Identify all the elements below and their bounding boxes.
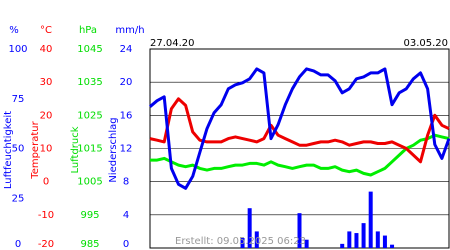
axis-title: Luftfeuchtigkeit (3, 111, 14, 189)
series-line (150, 133, 450, 177)
y-tick-label: 16 (120, 110, 133, 121)
y-tick-label: 40 (40, 44, 53, 55)
y-tick-label: 1035 (77, 77, 102, 88)
y-tick-label: 8 (123, 177, 129, 188)
axis-unit: hPa (79, 25, 97, 36)
y-tick-label: 24 (120, 44, 133, 55)
precipitation-bar (254, 231, 259, 248)
y-tick-label: 100 (8, 44, 27, 55)
precipitation-bar (247, 208, 252, 248)
y-tick-label: 1015 (77, 144, 102, 155)
precipitation-bar (354, 233, 359, 248)
precipitation-bar (304, 239, 309, 248)
precipitation-bar (297, 213, 302, 248)
y-tick-label: 985 (80, 239, 99, 250)
y-tick-label: 75 (12, 94, 25, 105)
y-tick-label: 0 (43, 177, 49, 188)
precipitation-bar (240, 238, 245, 248)
precipitation-bar (340, 243, 345, 248)
axis-title: Luftdruck (70, 126, 81, 173)
precipitation-bar (382, 235, 387, 248)
end-date: 03.05.20 (403, 38, 448, 49)
y-tick-label: 0 (15, 239, 21, 250)
y-tick-label: 50 (12, 144, 25, 155)
axis-unit: mm/h (115, 25, 144, 36)
series-line (149, 67, 450, 190)
axis-unit: °C (40, 25, 52, 36)
y-tick-label: 995 (80, 210, 99, 221)
precipitation-bar (375, 231, 380, 248)
y-tick-label: 30 (40, 77, 53, 88)
y-tick-label: 20 (40, 110, 53, 121)
y-tick-label: 1045 (77, 44, 102, 55)
y-tick-label: -10 (38, 210, 54, 221)
y-tick-label: 4 (123, 210, 129, 221)
y-tick-label: 25 (12, 193, 25, 204)
precipitation-bar (361, 223, 366, 248)
y-tick-label: 20 (120, 77, 133, 88)
precipitation-bar (390, 244, 395, 248)
axis-title: Niederschlag (108, 117, 119, 182)
y-tick-label: 1005 (77, 177, 102, 188)
y-tick-label: 10 (40, 144, 53, 155)
axis-title: Temperatur (30, 120, 41, 179)
y-tick-label: -20 (38, 239, 54, 250)
y-tick-label: 1025 (77, 110, 102, 121)
y-tick-label: 0 (123, 239, 129, 250)
precipitation-bar (368, 191, 373, 248)
series-line (149, 97, 450, 164)
precipitation-bar (347, 231, 352, 248)
axis-unit: % (9, 25, 19, 36)
start-date: 27.04.20 (150, 38, 195, 49)
y-tick-label: 12 (120, 144, 133, 155)
footer: Erstellt: 09.05.2025 06:23 (175, 236, 306, 247)
